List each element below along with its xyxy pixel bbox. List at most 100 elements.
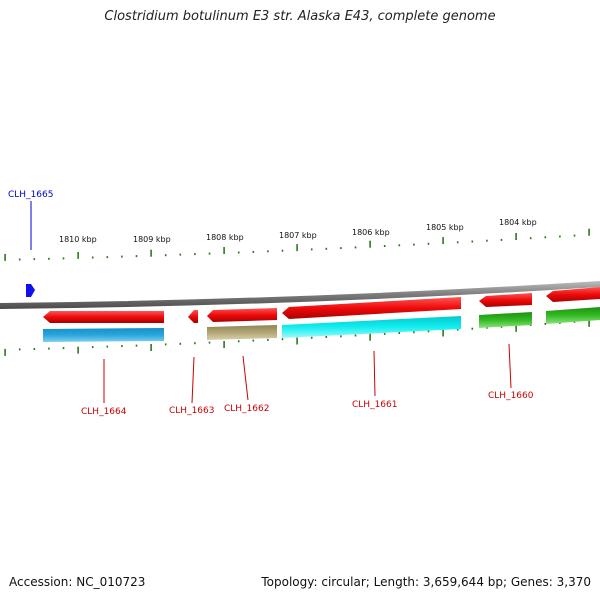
ruler-tick-minor [340, 247, 342, 250]
inner-tick-major [296, 337, 298, 345]
kbp-label-1804: 1804 kbp [499, 218, 537, 227]
inner-tick-major [4, 348, 6, 356]
ruler-tick-minor [559, 235, 561, 238]
inner-tick-minor [383, 332, 386, 335]
ruler-tick-minor [413, 243, 415, 246]
ruler-tick-minor [529, 237, 532, 240]
inner-tick-minor [413, 331, 415, 334]
map-title: Clostridium botulinum E3 str. Alaska E43… [104, 9, 496, 24]
ruler-tick-minor [91, 256, 94, 259]
inner-tick-major [442, 329, 444, 337]
ruler-tick-major [442, 237, 444, 245]
ruler-tick-minor [194, 253, 196, 256]
ruler-tick-major [369, 240, 371, 248]
kbp-label-1810: 1810 kbp [59, 235, 97, 244]
gene-label-clh-1664[interactable]: CLH_1664 [81, 407, 127, 417]
ruler-tick-minor [164, 254, 167, 257]
inner-tick-major [588, 319, 590, 327]
inner-tick-major [369, 333, 371, 341]
inner-tick-minor [471, 327, 474, 330]
leader-clh-1663 [191, 356, 195, 404]
inner-tick-major [515, 324, 517, 332]
ruler-tick-minor [281, 249, 284, 252]
kbp-label-1808: 1808 kbp [206, 233, 244, 242]
inner-tick-minor [91, 346, 94, 349]
gene-clh-1664-cog-bar [43, 328, 164, 342]
gene-clh-1662-cds[interactable] [207, 308, 277, 322]
ruler-tick-minor [62, 257, 65, 260]
gene-clh-1665-arrow[interactable] [26, 284, 35, 297]
gene-clh-1664-cds[interactable] [43, 311, 164, 323]
ruler-tick-minor [208, 252, 211, 255]
ruler-tick-minor [398, 244, 401, 247]
inner-tick-minor [179, 342, 182, 345]
accession-text: Accession: NC_010723 [9, 575, 146, 589]
gene-clh-1660-cog-bar [479, 312, 532, 328]
gene-clh-1663-cds[interactable] [188, 310, 198, 323]
leader-clh-1661 [373, 350, 376, 397]
inner-tick-minor [354, 334, 357, 337]
ruler-tick-minor [544, 236, 547, 239]
gene-label-clh-1665[interactable]: CLH_1665 [8, 190, 53, 200]
kbp-label-1807: 1807 kbp [279, 231, 317, 240]
gene-clh-1659-cog-bar [546, 307, 600, 324]
gene-clh-1662-cog-bar [207, 325, 277, 340]
inner-tick-minor [33, 348, 36, 350]
ruler-tick-minor [486, 239, 488, 242]
inner-tick-major [150, 344, 152, 351]
inner-tick-minor [48, 347, 50, 350]
ruler-tick-major [515, 233, 517, 240]
kbp-label-1805: 1805 kbp [426, 223, 464, 232]
leader-clh-1660 [508, 343, 512, 389]
ruler-tick-minor [573, 234, 576, 237]
ruler-tick-major [588, 228, 590, 236]
inner-tick-minor [135, 344, 138, 347]
gene-clh-1659-cds[interactable] [546, 287, 600, 302]
ruler-tick-minor [179, 253, 182, 256]
kbp-label-1806: 1806 kbp [352, 228, 390, 237]
ruler-tick-minor [267, 250, 269, 253]
inner-tick-minor [456, 328, 459, 331]
inner-tick-minor [427, 330, 430, 333]
ruler-tick-major [296, 244, 298, 252]
gene-label-clh-1663[interactable]: CLH_1663 [169, 406, 214, 416]
ruler-tick-minor [310, 248, 313, 251]
ruler-tick-minor [471, 240, 474, 243]
inner-tick-minor [281, 338, 284, 341]
ruler-tick-minor [237, 251, 240, 254]
ruler-tick-major [4, 253, 6, 261]
inner-tick-major [77, 346, 79, 354]
ruler-tick-minor [427, 242, 430, 245]
ruler-tick-minor [252, 250, 255, 253]
inner-tick-minor [62, 347, 65, 350]
ruler-tick-minor [18, 258, 21, 261]
inner-tick-minor [325, 336, 328, 338]
kbp-ruler-ticks [4, 228, 590, 261]
ruler-tick-major [77, 251, 79, 259]
inner-tick-minor [164, 343, 167, 346]
gene-clh-1661-cds[interactable] [282, 297, 461, 319]
inner-tick-minor [500, 325, 503, 328]
gene-clh-1661-cog-bar [282, 316, 461, 338]
ruler-tick-minor [106, 256, 109, 259]
ruler-tick-minor [121, 255, 123, 258]
inner-tick-minor [310, 336, 313, 339]
gene-label-clh-1662[interactable]: CLH_1662 [224, 404, 269, 414]
inner-tick-minor [486, 326, 488, 329]
ruler-tick-minor [48, 257, 50, 260]
inner-tick-minor [544, 322, 547, 325]
ruler-tick-minor [456, 241, 459, 244]
ruler-tick-minor [135, 255, 138, 258]
gene-clh-1660-cds[interactable] [479, 293, 532, 307]
inner-tick-minor [252, 339, 255, 342]
gene-label-clh-1661[interactable]: CLH_1661 [352, 400, 397, 410]
inner-tick-minor [208, 341, 211, 344]
inner-tick-minor [398, 332, 401, 334]
gene-label-clh-1660[interactable]: CLH_1660 [488, 391, 534, 401]
ruler-tick-minor [33, 258, 36, 261]
inner-tick-minor [267, 338, 269, 341]
ruler-tick-major [150, 249, 152, 257]
ruler-tick-minor [325, 247, 328, 250]
